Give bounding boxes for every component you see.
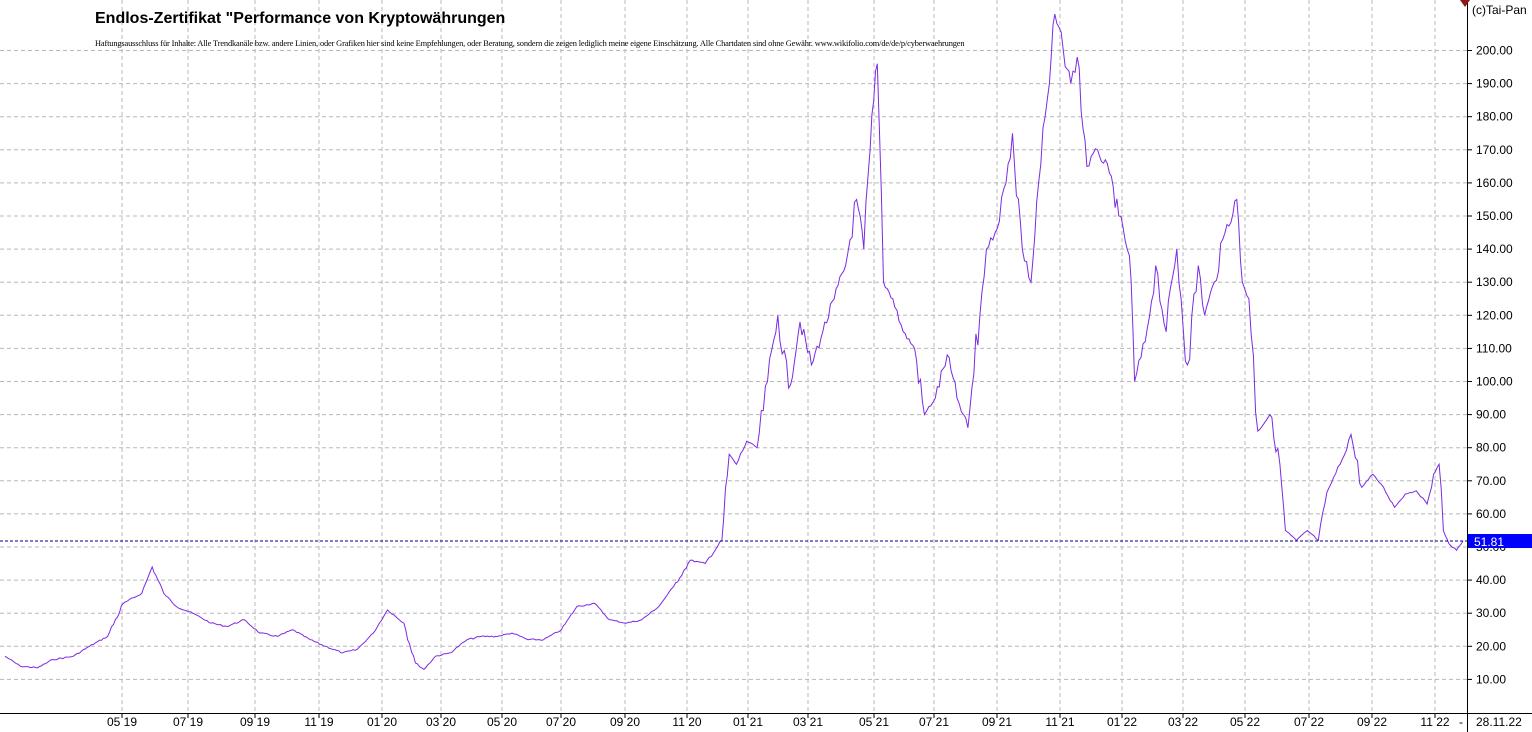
x-tick-label: 05 22 xyxy=(1230,715,1260,729)
last-price-marker: 51.81 xyxy=(0,534,1532,549)
x-tick-label: 11 19 xyxy=(304,715,333,729)
x-tick-label: 09 20 xyxy=(610,715,640,729)
disclaimer-text: Haftungsausschluss für Inhalte: Alle Tre… xyxy=(95,39,965,48)
x-tick-label: 07 20 xyxy=(546,715,576,729)
x-tick-label: 09 22 xyxy=(1357,715,1387,729)
x-tick-label: 03 21 xyxy=(793,715,823,729)
x-tick-label: 03 22 xyxy=(1168,715,1198,729)
x-tick-label: 07 22 xyxy=(1294,715,1324,729)
y-tick-label: 20.00 xyxy=(1476,639,1506,653)
x-tick-label: 05 19 xyxy=(107,715,137,729)
x-axis-dash: - xyxy=(1459,715,1463,729)
x-tick-label: 01 20 xyxy=(367,715,397,729)
x-tick-label: 01 21 xyxy=(733,715,763,729)
y-tick-label: 170.00 xyxy=(1476,143,1513,157)
x-tick-label: 05 21 xyxy=(859,715,889,729)
y-tick-label: 200.00 xyxy=(1476,44,1513,58)
y-tick-label: 10.00 xyxy=(1476,672,1506,686)
x-tick-label: 11 20 xyxy=(672,715,701,729)
x-axis-labels: 05 19 07 19 09 19 11 19 01 20 03 20 05 20 07 20… xyxy=(107,713,1522,729)
corner-marker-icon xyxy=(1460,0,1470,7)
y-tick-label: 180.00 xyxy=(1476,110,1513,124)
copyright-label: (c)Tai-Pan xyxy=(1472,3,1527,17)
y-tick-label: 160.00 xyxy=(1476,176,1513,190)
last-price-box xyxy=(1468,534,1532,549)
y-tick-label: 130.00 xyxy=(1476,275,1513,289)
x-end-label: 28.11.22 xyxy=(1476,715,1522,729)
y-tick-label: 90.00 xyxy=(1476,408,1506,422)
y-tick-label: 140.00 xyxy=(1476,242,1513,256)
y-tick-label: 40.00 xyxy=(1476,573,1506,587)
x-tick-label: 07 21 xyxy=(919,715,949,729)
y-tick-label: 70.00 xyxy=(1476,474,1506,488)
y-tick-label: 150.00 xyxy=(1476,209,1513,223)
x-tick-label: 11 22 xyxy=(1420,715,1449,729)
y-tick-label: 120.00 xyxy=(1476,308,1513,322)
series-line xyxy=(4,13,1464,671)
x-tick-label: 05 20 xyxy=(487,715,517,729)
chart-title: Endlos-Zertifikat "Performance von Krypt… xyxy=(95,10,506,27)
y-tick-label: 30.00 xyxy=(1476,606,1506,620)
y-tick-label: 110.00 xyxy=(1476,341,1512,355)
x-tick-label: 09 21 xyxy=(982,715,1012,729)
x-tick-label: 09 19 xyxy=(240,715,270,729)
y-tick-label: 190.00 xyxy=(1476,77,1513,91)
y-tick-label: 60.00 xyxy=(1476,507,1506,521)
x-tick-label: 03 20 xyxy=(426,715,456,729)
x-tick-label: 11 21 xyxy=(1045,715,1074,729)
x-tick-label: 07 19 xyxy=(173,715,203,729)
series-layer xyxy=(4,13,1464,671)
y-tick-label: 100.00 xyxy=(1476,375,1513,389)
x-tick-label: 01 22 xyxy=(1107,715,1137,729)
y-tick-label: 80.00 xyxy=(1476,441,1506,455)
last-price-label: 51.81 xyxy=(1474,535,1504,549)
